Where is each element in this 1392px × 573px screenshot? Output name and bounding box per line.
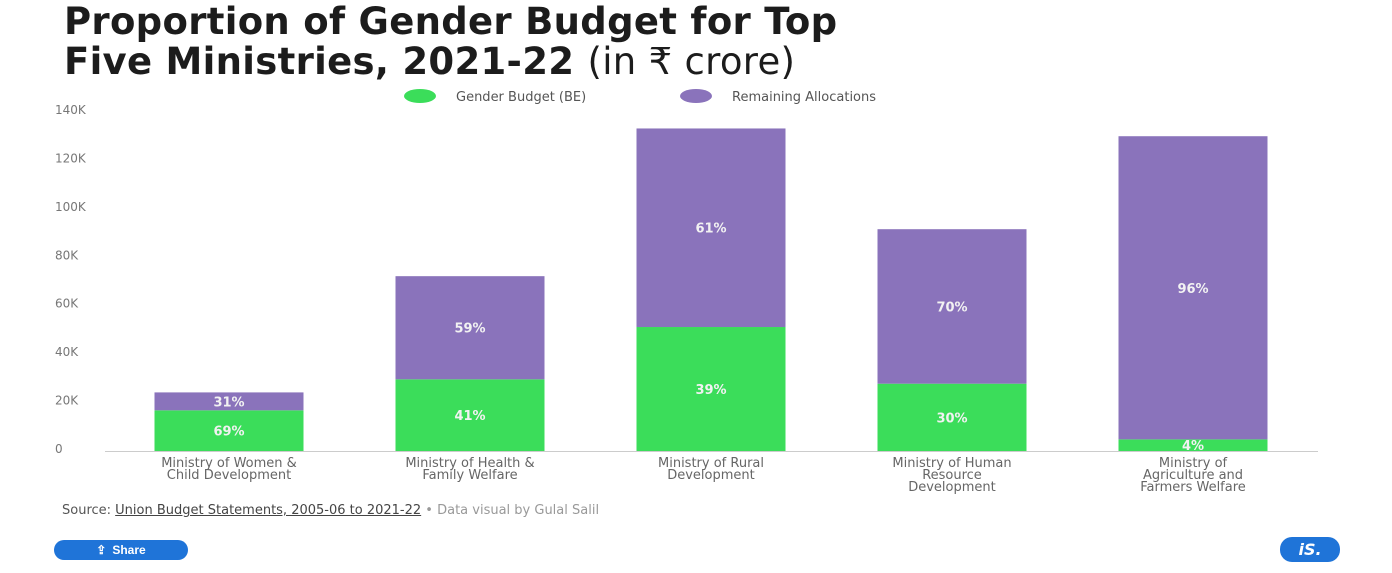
- data-label: 31%: [213, 395, 244, 410]
- title-line-2: Five Ministries, 2021-22: [64, 40, 575, 83]
- source-line: Source: Union Budget Statements, 2005-06…: [62, 503, 599, 518]
- bar-segment-remaining[interactable]: [395, 276, 545, 380]
- credit-text: Data visual by Gulal Salil: [437, 503, 600, 518]
- title-line-1: Proportion of Gender Budget for Top: [64, 0, 838, 43]
- source-link[interactable]: Union Budget Statements, 2005-06 to 2021…: [115, 503, 422, 518]
- source-prefix: Source:: [62, 503, 116, 518]
- brand-logo[interactable]: iS.: [1280, 537, 1340, 562]
- legend-label-0: Gender Budget (BE): [456, 90, 586, 105]
- bars: 69% 31% 41% 59% 39% 61% 30% 70% 4% 96%: [154, 128, 1268, 454]
- x-tick-label: Ministry of Rural: [658, 456, 764, 471]
- y-tick-label: 80K: [55, 248, 79, 262]
- x-tick-label: Resource: [922, 468, 982, 483]
- x-tick-label: Agriculture and: [1143, 468, 1243, 483]
- share-icon: ⇪: [96, 543, 107, 557]
- data-label: 61%: [695, 222, 726, 237]
- y-tick-label: 140K: [55, 103, 87, 117]
- x-axis: Ministry of Women &Child Development Mini…: [161, 456, 1246, 495]
- y-tick-label: 60K: [55, 297, 79, 311]
- y-tick-label: 0: [55, 442, 63, 456]
- y-tick-label: 40K: [55, 345, 79, 359]
- x-tick-label: Ministry of Human: [892, 456, 1011, 471]
- legend: Gender Budget (BE) Remaining Allocations: [404, 89, 876, 105]
- share-button[interactable]: ⇪ Share: [54, 540, 188, 560]
- bar-segment-remaining[interactable]: [877, 229, 1027, 384]
- share-label: Share: [112, 543, 146, 557]
- x-tick-label: Family Welfare: [422, 468, 517, 483]
- stacked-bar-chart: Gender Budget (BE) Remaining Allocations …: [55, 89, 1318, 495]
- bar-segment-gender[interactable]: [877, 383, 1027, 451]
- data-label: 69%: [213, 425, 244, 440]
- x-tick-label: Child Development: [167, 468, 291, 483]
- data-label: 70%: [936, 300, 967, 315]
- data-label: 39%: [695, 383, 726, 398]
- bar-segment-gender[interactable]: [1118, 439, 1268, 451]
- bar-segment-gender[interactable]: [395, 379, 545, 451]
- x-tick-label: Farmers Welfare: [1140, 480, 1246, 495]
- legend-swatch-1: [680, 89, 712, 103]
- data-label: 96%: [1177, 282, 1208, 297]
- legend-swatch-0: [404, 89, 436, 103]
- bar-segment-remaining[interactable]: [1118, 136, 1268, 440]
- bar-segment-remaining[interactable]: [154, 392, 304, 411]
- bar-segment-remaining[interactable]: [636, 128, 786, 328]
- x-tick-label: Development: [667, 468, 755, 483]
- y-tick-label: 20K: [55, 394, 79, 408]
- x-tick-label: Ministry of: [1159, 456, 1228, 471]
- bar-segment-gender[interactable]: [154, 410, 304, 451]
- y-tick-label: 100K: [55, 200, 87, 214]
- legend-label-1: Remaining Allocations: [732, 90, 876, 105]
- x-tick-label: Ministry of Women &: [161, 456, 297, 471]
- x-tick-label: Ministry of Health &: [405, 456, 534, 471]
- title-unit: (in ₹ crore): [587, 40, 796, 83]
- x-tick-label: Development: [908, 480, 996, 495]
- data-label: 41%: [454, 409, 485, 424]
- data-label: 59%: [454, 322, 485, 337]
- data-label: 4%: [1182, 439, 1204, 454]
- bar-segment-gender[interactable]: [636, 327, 786, 451]
- y-tick-label: 120K: [55, 151, 87, 165]
- separator: •: [421, 503, 438, 518]
- chart-title: Proportion of Gender Budget for Top Five…: [64, 2, 837, 82]
- data-label: 30%: [936, 411, 967, 426]
- y-axis: 0 20K 40K 60K 80K 100K 120K 140K: [55, 103, 87, 456]
